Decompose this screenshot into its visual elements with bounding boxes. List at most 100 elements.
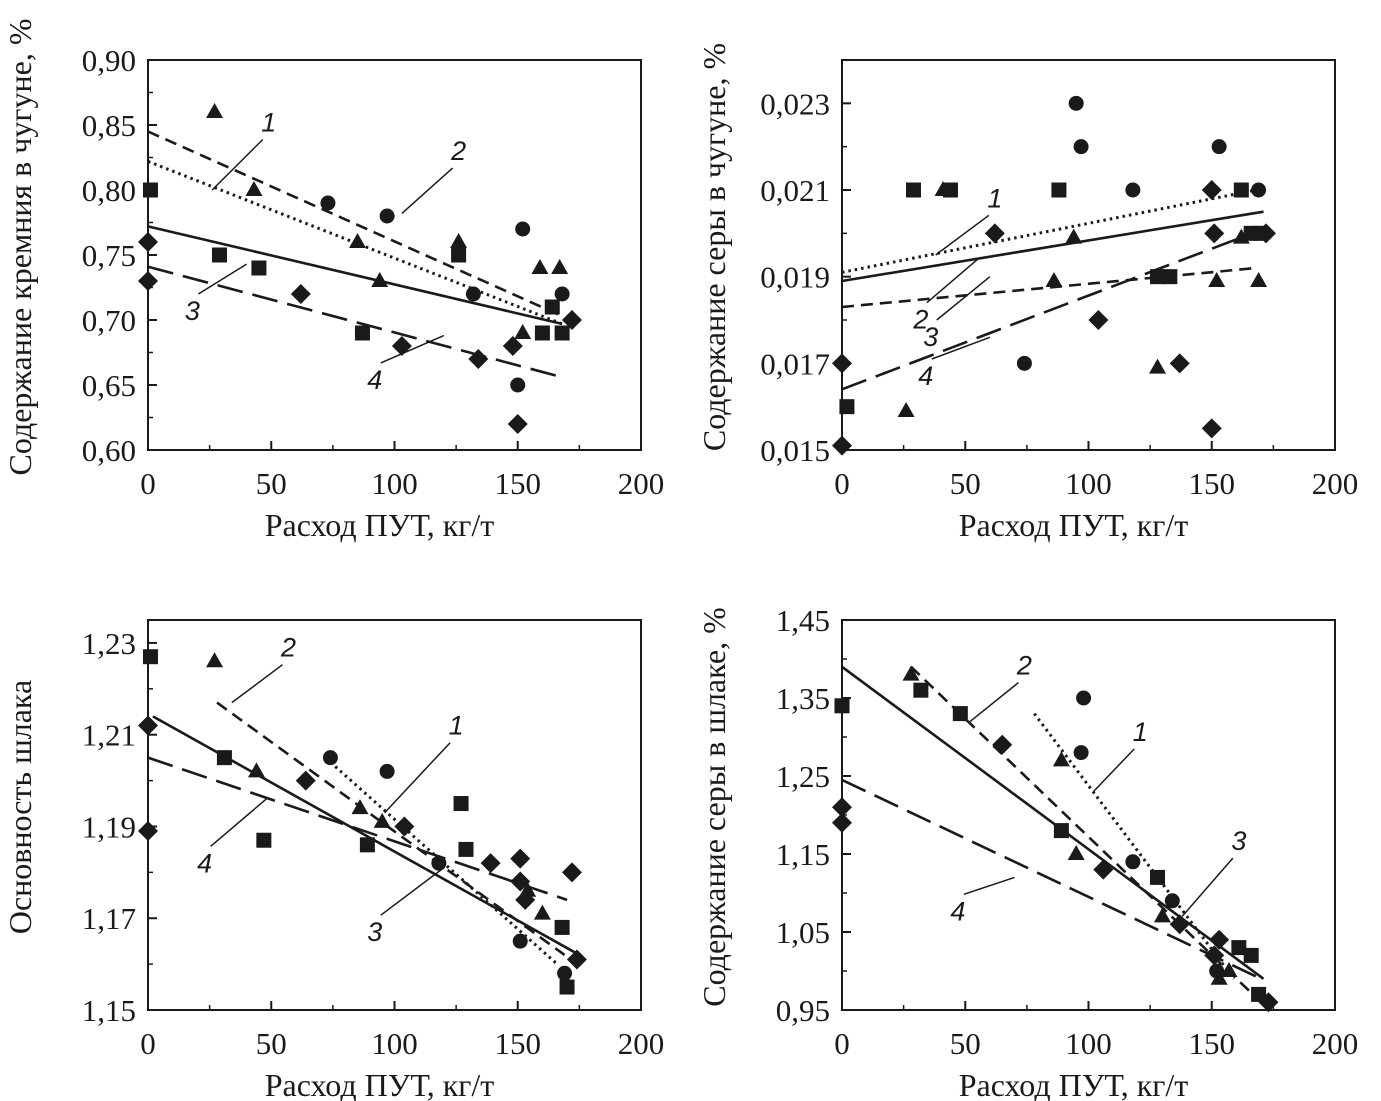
y-tick-label: 1,45: [776, 603, 830, 638]
fit-line-3: [841, 210, 1264, 283]
point-diamond-series-4: [290, 284, 311, 304]
y-tick-label: 1,25: [776, 759, 830, 794]
fit-line-4: [147, 756, 568, 902]
y-tick-label: 0,019: [760, 260, 830, 295]
point-square-series-3: [1150, 269, 1166, 285]
point-square-series-3: [1243, 947, 1259, 963]
point-square-series-3: [142, 182, 158, 198]
point-triangle-series-2: [371, 272, 389, 287]
point-circle-series-1: [1016, 355, 1032, 371]
annotation-leader: [931, 336, 991, 360]
point-diamond-series-4: [566, 949, 587, 970]
point-diamond-series-4: [1201, 180, 1222, 200]
x-tick-label: 100: [371, 466, 418, 501]
curve-number-label: 4: [918, 361, 933, 391]
point-square-series-3: [1162, 269, 1178, 285]
point-circle-series-1: [379, 763, 395, 779]
point-square-series-3: [458, 841, 474, 857]
point-diamond-series-4: [1204, 945, 1225, 966]
point-triangle-series-2: [247, 762, 265, 778]
y-tick-label: 1,05: [776, 915, 830, 950]
x-tick-label: 50: [256, 1026, 287, 1061]
y-tick-label: 0,85: [82, 108, 136, 143]
point-diamond-series-4: [984, 223, 1005, 244]
point-triangle-series-2: [1052, 751, 1070, 767]
x-tick-label: 100: [1065, 466, 1112, 501]
plot-frame: [841, 59, 1336, 451]
curve-number-label: 3: [923, 322, 938, 352]
point-square-series-3: [952, 706, 968, 722]
point-square-series-3: [211, 247, 227, 263]
point-square-series-3: [554, 325, 570, 341]
curve-number-label: 4: [197, 848, 212, 878]
chart-panel-1: 0 50 100 150 200 0,60 0,65 0,70 0,75 0,80 0,85 0,90…: [2, 19, 664, 543]
point-triangle-series-2: [349, 233, 367, 248]
chart-panel-3: 0 50 100 150 200 1,15 1,17 1,19 1,21 1,23 Расход П…: [2, 619, 665, 1101]
point-square-series-3: [216, 750, 232, 766]
x-axis-label: Расход ПУТ, кг/т: [265, 1067, 495, 1101]
point-diamond-series-4: [138, 821, 158, 842]
point-circle-series-1: [1073, 139, 1089, 155]
curve-number-label: 2: [450, 136, 466, 166]
chart-panel-4: 0 50 100 150 200 0,95 1,05 1,15 1,25 1,35 1,45 Расх…: [696, 603, 1358, 1101]
point-triangle-series-2: [531, 259, 549, 274]
x-tick-label: 200: [1312, 466, 1359, 501]
point-square-series-3: [534, 325, 550, 341]
point-triangle-series-2: [450, 233, 468, 248]
point-square-series-3: [453, 796, 469, 812]
fit-line-2: [147, 130, 563, 318]
x-tick-label: 0: [140, 466, 156, 501]
point-square-series-3: [942, 182, 958, 198]
x-tick-label: 50: [256, 466, 287, 501]
point-circle-series-1: [1211, 139, 1227, 155]
y-tick-label: 1,21: [82, 718, 136, 753]
point-diamond-series-4: [394, 816, 415, 837]
point-triangle-series-2: [1065, 228, 1083, 244]
point-diamond-series-4: [1204, 223, 1225, 244]
x-tick-label: 50: [950, 466, 981, 501]
x-tick-label: 200: [618, 1026, 665, 1061]
fit-line-1: [841, 188, 1257, 274]
curve-number-label: 3: [1231, 826, 1246, 856]
curve-number-label: 2: [280, 633, 296, 663]
annotation-leader: [231, 664, 283, 704]
point-circle-series-1: [379, 208, 395, 224]
x-axis-label: Расход ПУТ, кг/т: [265, 507, 495, 543]
y-tick-label: 1,17: [82, 901, 136, 936]
point-triangle-series-2: [206, 103, 224, 118]
point-diamond-series-4: [1169, 353, 1190, 374]
curve-number-label: 4: [367, 365, 382, 395]
point-circle-series-1: [320, 195, 336, 211]
point-diamond-series-4: [561, 310, 582, 330]
y-tick-label: 0,021: [760, 173, 830, 208]
point-square-series-3: [559, 979, 575, 995]
y-tick-label: 0,80: [82, 173, 136, 208]
curve-number-label: 1: [449, 711, 464, 741]
y-tick-label: 0,65: [82, 368, 136, 403]
point-square-series-3: [839, 399, 855, 415]
fit-line-2: [841, 266, 1257, 309]
point-circle-series-1: [554, 286, 570, 302]
x-tick-label: 150: [495, 1026, 542, 1061]
point-diamond-series-4: [832, 435, 852, 456]
x-tick-label: 200: [1312, 1026, 1359, 1061]
y-tick-label: 1,35: [776, 681, 830, 716]
x-tick-label: 200: [618, 466, 665, 501]
fit-line-4: [841, 778, 1262, 980]
curve-number-label: 3: [185, 296, 200, 326]
point-diamond-series-4: [1255, 223, 1276, 244]
x-tick-label: 150: [1189, 466, 1236, 501]
x-tick-label: 0: [834, 466, 850, 501]
fit-line-4: [147, 265, 558, 378]
point-circle-series-1: [1073, 745, 1089, 761]
point-triangle-series-2: [514, 324, 532, 339]
y-axis-label: Основность шлака: [2, 680, 38, 934]
annotation-leader: [211, 138, 264, 191]
point-triangle-series-2: [533, 904, 551, 920]
point-triangle-series-2: [1045, 272, 1063, 287]
point-diamond-series-4: [468, 349, 489, 369]
point-square-series-3: [1051, 182, 1067, 198]
point-diamond-series-4: [1088, 310, 1109, 330]
point-triangle-series-2: [551, 259, 569, 274]
x-tick-label: 0: [834, 1026, 850, 1061]
